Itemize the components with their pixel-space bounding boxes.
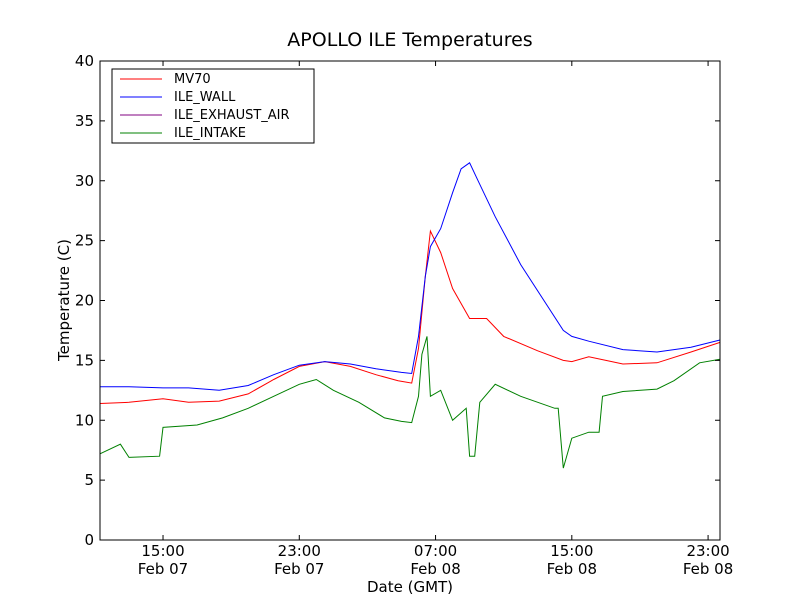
x-tick-label-time: 15:00 bbox=[141, 542, 184, 560]
x-tick-label-date: Feb 07 bbox=[138, 560, 188, 578]
x-tick-label-time: 07:00 bbox=[414, 542, 457, 560]
y-axis-label: Temperature (C) bbox=[55, 239, 73, 362]
chart-title: APOLLO ILE Temperatures bbox=[287, 29, 532, 51]
legend-label: MV70 bbox=[174, 72, 211, 87]
series-line-mv70 bbox=[99, 229, 721, 404]
series-layer bbox=[99, 162, 721, 469]
y-tick-label: 10 bbox=[75, 411, 94, 429]
y-tick-label: 5 bbox=[84, 471, 94, 489]
legend-label: ILE_EXHAUST_AIR bbox=[174, 108, 290, 123]
x-tick-label-date: Feb 08 bbox=[683, 560, 733, 578]
series-line-ile-intake bbox=[99, 336, 721, 469]
y-tick-label: 20 bbox=[75, 292, 94, 310]
y-tick-label: 0 bbox=[84, 531, 94, 549]
legend-entries: MV70 ILE_WALL ILE_EXHAUST_AIR ILE_INTAKE bbox=[120, 72, 290, 141]
y-tick-label: 40 bbox=[75, 52, 94, 70]
legend: MV70 ILE_WALL ILE_EXHAUST_AIR ILE_INTAKE bbox=[111, 68, 315, 144]
legend-label: ILE_INTAKE bbox=[174, 126, 246, 141]
x-axis-label: Date (GMT) bbox=[367, 578, 453, 596]
y-tick-label: 15 bbox=[75, 351, 94, 369]
x-tick-label-date: Feb 08 bbox=[547, 560, 597, 578]
y-tick-label: 35 bbox=[75, 112, 94, 130]
series-line-ile-wall bbox=[100, 162, 721, 391]
y-tick-label: 30 bbox=[75, 172, 94, 190]
x-tick-label-time: 15:00 bbox=[550, 542, 593, 560]
x-tick-label-date: Feb 08 bbox=[410, 560, 460, 578]
legend-box bbox=[111, 68, 315, 144]
legend-label: ILE_WALL bbox=[174, 90, 236, 105]
x-tick-label-date: Feb 07 bbox=[274, 560, 324, 578]
y-tick-label: 25 bbox=[75, 232, 94, 250]
x-tick-label-time: 23:00 bbox=[278, 542, 321, 560]
x-tick-label-time: 23:00 bbox=[686, 542, 729, 560]
